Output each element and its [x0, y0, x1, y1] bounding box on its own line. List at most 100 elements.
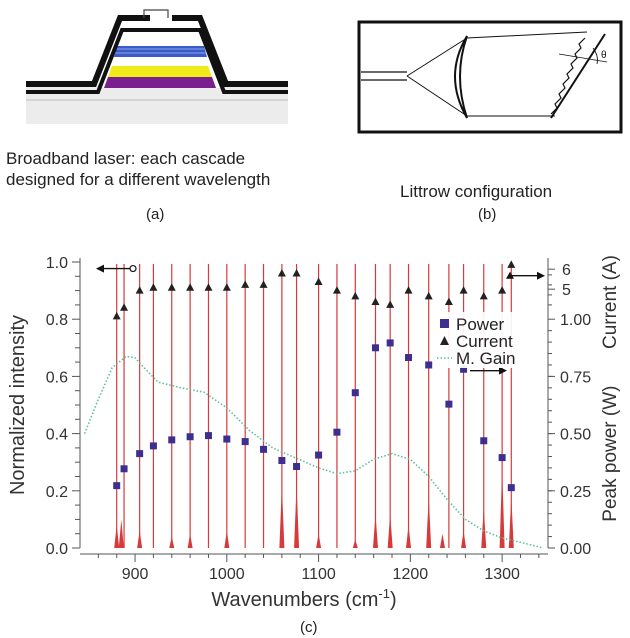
power-tick-label: 1.00 — [560, 312, 591, 329]
cascade-layer-blue — [114, 46, 207, 57]
spectrum-peak — [169, 536, 175, 548]
current-point — [459, 286, 468, 294]
current-point — [507, 260, 516, 268]
y-axis-left-label: Normalized intensity — [7, 315, 29, 495]
current-point — [259, 280, 268, 288]
current-point — [371, 297, 380, 306]
power-point — [204, 432, 212, 440]
spectrum-peak — [508, 496, 514, 548]
spectrum-peak — [372, 513, 378, 548]
legend-label: Power — [456, 315, 505, 334]
current-tick-label: 6 — [562, 262, 571, 279]
intensity-arrow-marker — [129, 264, 137, 273]
spectrum-peak — [224, 530, 230, 548]
grating-normal — [558, 53, 608, 63]
current-point — [135, 286, 144, 294]
current-point — [314, 277, 323, 286]
current-point — [222, 283, 231, 291]
x-tick-label: 1100 — [301, 566, 336, 583]
current-point — [277, 268, 286, 277]
cascade-layer-purple — [104, 77, 216, 88]
y-axis-right-power-label: Peak power (W) — [600, 386, 621, 522]
power-point — [293, 462, 301, 470]
spectrum-peak — [352, 539, 358, 548]
power-point — [480, 437, 488, 445]
power-tick-label: 0.00 — [560, 541, 591, 558]
power-tick-label: 0.50 — [560, 427, 591, 444]
spectrum-peak — [481, 507, 487, 548]
spectrum-peak — [387, 513, 393, 548]
current-point — [479, 291, 488, 300]
current-arrow-head — [537, 271, 545, 280]
power-point — [168, 436, 176, 444]
power-point — [136, 450, 144, 458]
angle-arc — [592, 47, 598, 65]
x-tick-label: 1200 — [393, 566, 429, 583]
legend-label: M. Gain — [456, 349, 516, 368]
power-point — [386, 339, 394, 347]
x-axis-label-end: ) — [390, 589, 397, 611]
panel-a-caption: Broadband laser: each cascade designed f… — [6, 148, 270, 190]
laser-spectrum-chart: 900 1000 1100 1200 1300 0.0 0.2 0.4 0.6 0.8 1.0 6 5 1… — [7, 255, 621, 611]
current-point — [149, 283, 158, 291]
current-point — [424, 291, 433, 300]
beam-upper — [406, 37, 468, 77]
power-point — [425, 361, 433, 369]
qcl-cross-section-diagram — [26, 9, 288, 124]
chart-axes: 900 1000 1100 1200 1300 0.0 0.2 0.4 0.6 0.8 1.0 6 5 1… — [46, 255, 591, 583]
x-axis-label: Wavenumbers (cm-1) — [211, 586, 396, 611]
spectrum-peak — [499, 467, 505, 548]
gain-curve — [83, 355, 544, 549]
spectrum-peak — [316, 533, 322, 548]
power-point — [333, 428, 341, 436]
panel-b-tag: (b) — [478, 206, 497, 223]
current-point — [498, 286, 507, 294]
current-point — [112, 311, 121, 320]
legend-current-icon — [440, 336, 449, 345]
current-point — [167, 283, 176, 291]
spectrum-peak — [439, 533, 445, 548]
spectrum-peak — [137, 530, 143, 548]
power-point — [113, 482, 121, 490]
power-point — [405, 354, 413, 362]
power-point — [445, 400, 453, 408]
current-point — [404, 286, 413, 294]
littrow-diagram: θ — [357, 20, 623, 134]
current-point — [120, 303, 129, 311]
collimated-beam-top — [466, 31, 588, 39]
beam-lower — [406, 75, 468, 117]
power-point — [371, 344, 379, 352]
power-point — [351, 389, 359, 397]
spectrum-peak — [426, 496, 432, 548]
ridge-outline-left — [26, 15, 150, 87]
ridge-outline-right — [172, 15, 288, 87]
current-point — [292, 268, 301, 277]
y-tick-left-label: 0.8 — [46, 312, 68, 329]
power-point — [460, 365, 468, 373]
panel-b-caption: Littrow configuration — [400, 182, 553, 201]
angle-label: θ — [601, 50, 607, 61]
power-point — [498, 454, 506, 462]
power-point — [149, 442, 157, 450]
spectrum-peak — [279, 485, 285, 548]
current-tick-label: 5 — [562, 282, 571, 299]
panel-a-caption-line1: Broadband laser: each cascade — [6, 149, 246, 168]
littrow-frame — [357, 20, 623, 134]
power-point — [120, 465, 128, 473]
y-tick-left-label: 1.0 — [46, 255, 68, 272]
diffraction-grating — [550, 33, 606, 119]
collimating-lens — [454, 35, 468, 119]
legend-power-icon — [440, 319, 449, 328]
insulator-outline — [26, 28, 288, 94]
current-point — [386, 300, 395, 308]
top-contact — [143, 9, 169, 18]
power-point — [241, 438, 249, 446]
x-axis-label-main: Wavenumbers (cm — [211, 589, 378, 611]
power-point — [507, 484, 515, 492]
intensity-arrow-head — [96, 264, 104, 273]
spectrum-peak — [294, 485, 300, 548]
y-tick-left-label: 0.0 — [46, 541, 68, 558]
current-arrow-marker — [506, 271, 514, 279]
legend-label: Current — [456, 332, 513, 351]
